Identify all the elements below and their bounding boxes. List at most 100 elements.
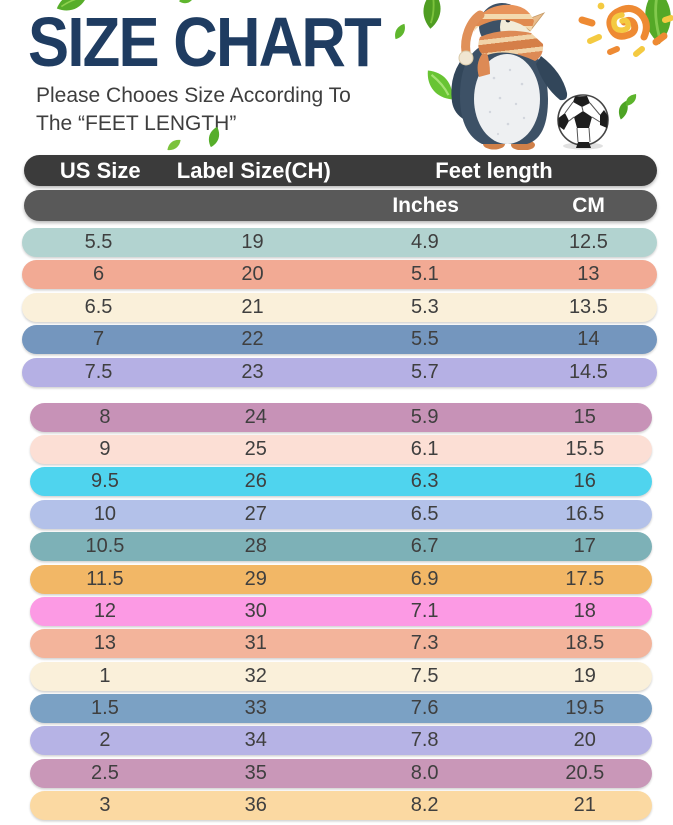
leaf-pair-icon [618,94,637,120]
cell-label-size: 22 [241,328,264,351]
cell-cm: 18.5 [565,632,605,655]
cell-cm: 13.5 [568,295,608,318]
table-row: 11.5 29 6.9 17.5 [30,564,652,594]
cell-cm: 14 [577,328,600,351]
cell-cm: 19 [573,664,596,687]
table-row: 1.5 33 7.6 19.5 [30,694,652,724]
cell-cm: 14.5 [568,360,608,383]
table-row: 2 34 7.8 20 [30,726,652,756]
subtitle-line-2: The “FEET LENGTH” [36,112,237,135]
cell-label-size: 30 [244,599,267,622]
cell-us-size: 9 [99,437,111,460]
cell-label-size: 28 [244,535,267,558]
cell-us-size: 13 [93,632,117,655]
cell-label-size: 20 [241,263,264,286]
cell-inches: 6.7 [410,535,439,558]
cell-inches: 6.5 [410,502,439,525]
cell-inches: 5.7 [410,360,439,383]
cell-us-size: 10.5 [85,535,125,558]
leaf-icon [395,23,405,40]
sun-icon [578,2,673,57]
table-row: 10.5 28 6.7 17 [30,532,652,562]
subtitle-line-1: Please Chooes Size According To [36,84,351,107]
cell-cm: 15 [573,405,596,428]
table-row: 6 20 5.1 13 [22,260,657,290]
cell-us-size: 10 [93,502,117,525]
cell-label-size: 24 [244,405,267,428]
cell-us-size: 9.5 [91,470,119,493]
cell-cm: 17.5 [565,567,605,590]
leaf-icon [167,139,181,151]
cell-inches: 8.0 [410,761,439,784]
table-row: 5.5 19 4.9 12.5 [22,228,657,257]
cell-cm: 17 [573,535,596,558]
table-row: 3 36 8.2 21 [30,791,652,821]
table-subheader-row: Inches CM [24,190,657,221]
cell-cm: 20 [573,729,596,752]
size-table: US Size Label Size(CH) Feet length Inche… [0,155,673,824]
cell-us-size: 1.5 [91,697,119,720]
cell-inches: 5.5 [410,328,439,351]
table-row: 9.5 26 6.3 16 [30,467,652,497]
cell-label-size: 33 [244,697,267,720]
cell-inches: 5.1 [410,263,439,286]
cell-label-size: 32 [244,664,267,687]
cell-inches: 6.1 [410,437,439,460]
table-row: 10 27 6.5 16.5 [30,499,652,529]
leaf-icon [645,0,671,45]
cell-us-size: 8 [99,405,111,428]
cell-label-size: 25 [244,437,267,460]
table-row: 6.5 21 5.3 13.5 [22,292,657,322]
cell-us-size: 2 [99,729,111,752]
cell-label-size: 31 [244,632,267,655]
cell-cm: 15.5 [565,437,605,460]
cell-inches: 4.9 [410,231,439,253]
soccer-ball-icon [557,94,609,150]
cell-us-size: 1 [99,664,111,687]
column-header-inches: Inches [392,193,459,217]
cell-label-size: 23 [241,360,264,383]
table-row: 1 32 7.5 19 [30,661,652,691]
cell-inches: 7.1 [410,599,439,622]
penguin-icon [451,3,568,150]
column-header-us-size: US Size [59,157,141,183]
cell-inches: 6.9 [410,567,439,590]
cell-us-size: 7.5 [84,360,113,383]
cell-us-size: 6.5 [84,295,113,318]
table-row: 8 24 5.9 15 [30,402,652,432]
cell-cm: 12.5 [568,231,608,253]
cell-us-size: 3 [99,794,111,817]
cell-us-size: 6 [92,263,105,286]
cell-cm: 19.5 [565,697,605,720]
table-row: 7 22 5.5 14 [22,325,657,355]
cell-inches: 7.5 [410,664,439,687]
leaf-icon [423,0,441,29]
cell-label-size: 27 [244,502,267,525]
cell-us-size: 2.5 [91,761,119,784]
cell-inches: 7.8 [410,729,439,752]
table-body: 5.5 19 4.9 12.5 6 20 5.1 13 6.5 21 5.3 1… [0,228,673,821]
subtitle: Please Chooes Size According To The “FEE… [36,82,351,138]
cell-label-size: 19 [241,231,264,253]
table-row: 13 31 7.3 18.5 [30,629,652,659]
table-header-row: US Size Label Size(CH) Feet length [24,155,657,186]
cell-cm: 16 [573,470,596,493]
cell-label-size: 29 [244,567,267,590]
cell-cm: 16.5 [565,502,605,525]
table-row: 9 25 6.1 15.5 [30,434,652,464]
column-header-label-size: Label Size(CH) [176,157,331,183]
cell-inches: 6.3 [410,470,439,493]
cell-inches: 5.3 [410,295,439,318]
page-title: SIZE CHART [28,3,382,81]
cell-us-size: 11.5 [86,567,124,590]
column-header-feet-length: Feet length [435,157,553,183]
cell-us-size: 7 [92,328,105,351]
cell-cm: 20.5 [565,761,605,784]
cell-inches: 7.6 [410,697,439,720]
table-row: 2.5 35 8.0 20.5 [30,758,652,788]
leaf-icon [427,70,453,100]
cell-us-size: 12 [93,599,117,622]
column-header-cm: CM [572,193,605,217]
cell-inches: 7.3 [410,632,439,655]
